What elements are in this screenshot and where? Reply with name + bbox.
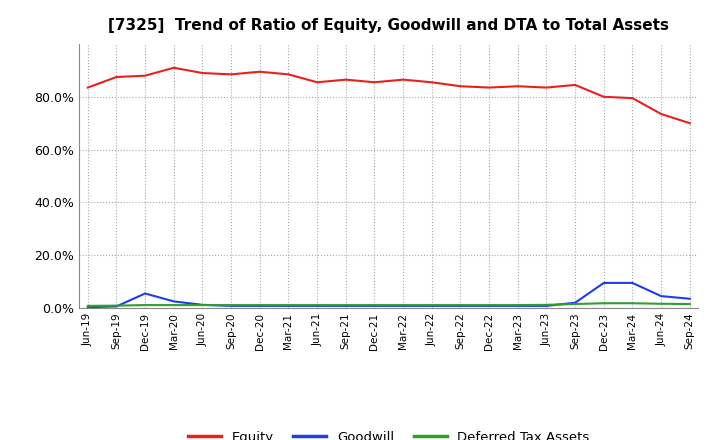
Deferred Tax Assets xyxy=(284,302,293,308)
Line: Deferred Tax Assets: Deferred Tax Assets xyxy=(88,303,690,306)
Goodwill xyxy=(485,303,493,308)
Goodwill xyxy=(685,296,694,301)
Equity xyxy=(169,65,178,70)
Equity xyxy=(256,69,264,74)
Goodwill xyxy=(428,303,436,308)
Deferred Tax Assets xyxy=(256,302,264,308)
Deferred Tax Assets xyxy=(112,303,121,308)
Deferred Tax Assets xyxy=(341,302,350,308)
Goodwill xyxy=(227,303,235,308)
Equity xyxy=(341,77,350,82)
Goodwill xyxy=(628,280,636,286)
Equity xyxy=(628,95,636,101)
Equity xyxy=(227,72,235,77)
Equity xyxy=(428,80,436,85)
Equity xyxy=(456,84,465,89)
Deferred Tax Assets xyxy=(571,301,580,307)
Equity xyxy=(542,85,551,90)
Goodwill xyxy=(341,303,350,308)
Goodwill xyxy=(600,280,608,286)
Equity xyxy=(685,121,694,126)
Goodwill xyxy=(284,303,293,308)
Deferred Tax Assets xyxy=(227,302,235,308)
Equity xyxy=(141,73,150,78)
Goodwill xyxy=(542,303,551,308)
Goodwill xyxy=(399,303,408,308)
Goodwill xyxy=(112,304,121,309)
Equity xyxy=(657,111,665,117)
Goodwill xyxy=(198,302,207,308)
Equity xyxy=(84,85,92,90)
Equity xyxy=(284,72,293,77)
Equity xyxy=(399,77,408,82)
Title: [7325]  Trend of Ratio of Equity, Goodwill and DTA to Total Assets: [7325] Trend of Ratio of Equity, Goodwil… xyxy=(108,18,670,33)
Deferred Tax Assets xyxy=(198,302,207,308)
Equity xyxy=(571,82,580,88)
Line: Goodwill: Goodwill xyxy=(88,283,690,307)
Legend: Equity, Goodwill, Deferred Tax Assets: Equity, Goodwill, Deferred Tax Assets xyxy=(183,425,595,440)
Line: Equity: Equity xyxy=(88,68,690,123)
Goodwill xyxy=(84,304,92,310)
Goodwill xyxy=(513,303,522,308)
Equity xyxy=(112,74,121,80)
Deferred Tax Assets xyxy=(312,302,321,308)
Goodwill xyxy=(571,300,580,305)
Equity xyxy=(513,84,522,89)
Deferred Tax Assets xyxy=(600,301,608,306)
Deferred Tax Assets xyxy=(542,302,551,308)
Equity xyxy=(198,70,207,76)
Deferred Tax Assets xyxy=(685,301,694,307)
Equity xyxy=(485,85,493,90)
Equity xyxy=(312,80,321,85)
Deferred Tax Assets xyxy=(513,302,522,308)
Deferred Tax Assets xyxy=(657,301,665,306)
Equity xyxy=(370,80,379,85)
Deferred Tax Assets xyxy=(141,302,150,308)
Deferred Tax Assets xyxy=(456,302,465,308)
Goodwill xyxy=(141,291,150,296)
Goodwill xyxy=(456,303,465,308)
Deferred Tax Assets xyxy=(399,302,408,308)
Goodwill xyxy=(370,303,379,308)
Goodwill xyxy=(169,299,178,304)
Goodwill xyxy=(657,293,665,299)
Goodwill xyxy=(312,303,321,308)
Deferred Tax Assets xyxy=(169,302,178,308)
Goodwill xyxy=(256,303,264,308)
Deferred Tax Assets xyxy=(370,302,379,308)
Deferred Tax Assets xyxy=(84,303,92,308)
Deferred Tax Assets xyxy=(428,302,436,308)
Deferred Tax Assets xyxy=(485,302,493,308)
Deferred Tax Assets xyxy=(628,301,636,306)
Equity xyxy=(600,94,608,99)
